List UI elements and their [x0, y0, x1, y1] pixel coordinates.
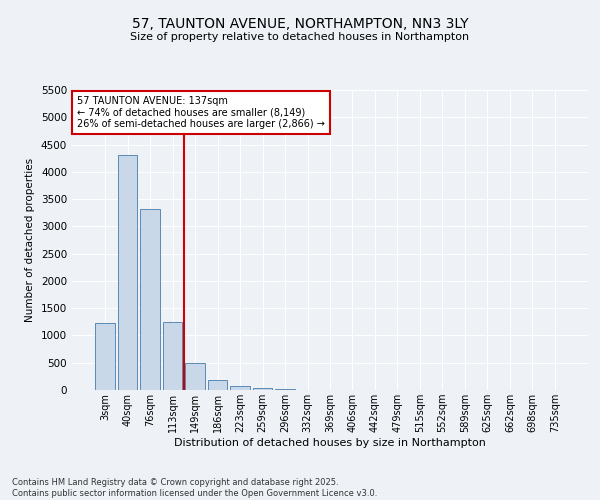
- Bar: [185, 364, 205, 390]
- X-axis label: Distribution of detached houses by size in Northampton: Distribution of detached houses by size …: [174, 438, 486, 448]
- Bar: [208, 380, 227, 390]
- Bar: [163, 322, 182, 390]
- Text: 57, TAUNTON AVENUE, NORTHAMPTON, NN3 3LY: 57, TAUNTON AVENUE, NORTHAMPTON, NN3 3LY: [131, 18, 469, 32]
- Bar: [95, 324, 115, 390]
- Y-axis label: Number of detached properties: Number of detached properties: [25, 158, 35, 322]
- Bar: [118, 156, 137, 390]
- Text: Contains HM Land Registry data © Crown copyright and database right 2025.
Contai: Contains HM Land Registry data © Crown c…: [12, 478, 377, 498]
- Bar: [253, 388, 272, 390]
- Text: 57 TAUNTON AVENUE: 137sqm
← 74% of detached houses are smaller (8,149)
26% of se: 57 TAUNTON AVENUE: 137sqm ← 74% of detac…: [77, 96, 325, 129]
- Text: Size of property relative to detached houses in Northampton: Size of property relative to detached ho…: [130, 32, 470, 42]
- Bar: [230, 386, 250, 390]
- Bar: [140, 209, 160, 390]
